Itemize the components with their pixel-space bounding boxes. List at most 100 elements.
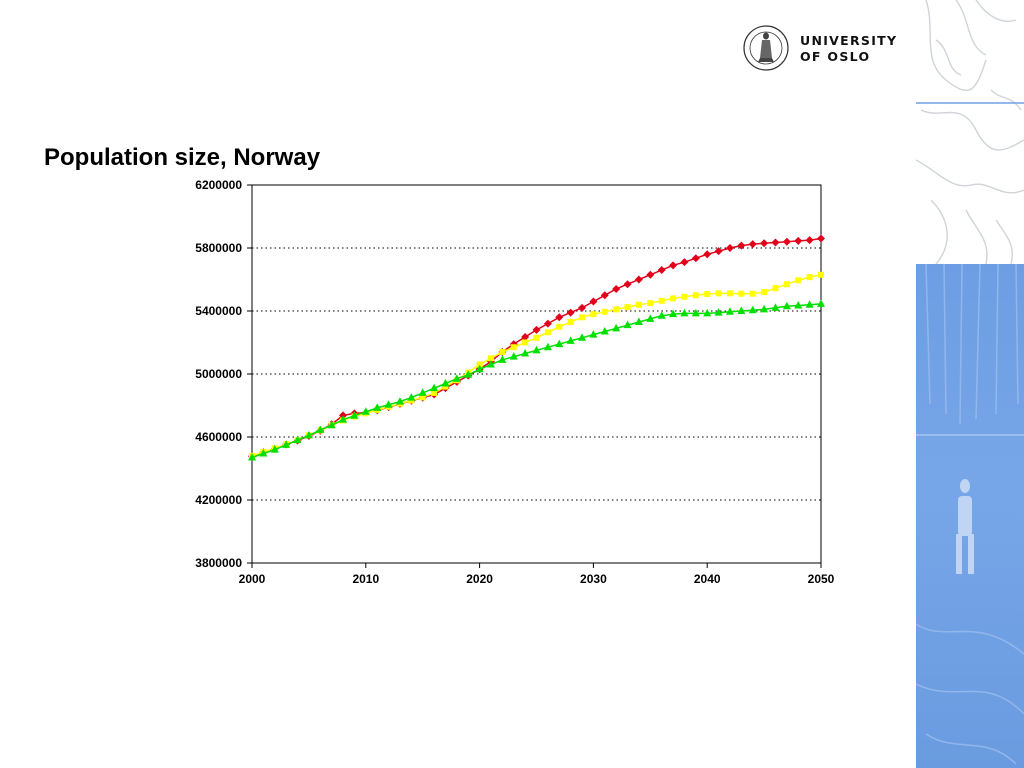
data-point	[725, 244, 734, 252]
data-point	[692, 292, 699, 299]
x-tick-label: 2000	[239, 572, 266, 586]
chart-axes: 3800000 4200000 4600000 5000000 5400000 58000…	[195, 178, 834, 586]
data-point	[532, 345, 541, 354]
data-point	[499, 348, 506, 355]
data-point	[566, 336, 575, 344]
data-point	[350, 411, 359, 419]
data-point	[818, 271, 824, 278]
data-point	[612, 323, 621, 332]
data-point	[361, 407, 370, 415]
data-point	[487, 355, 494, 362]
data-point	[715, 290, 722, 297]
data-point	[726, 290, 733, 297]
data-point	[442, 383, 449, 390]
data-point	[805, 300, 814, 308]
chart-series-group	[248, 234, 825, 461]
data-point	[703, 308, 712, 317]
x-tick-label: 2040	[694, 572, 721, 586]
data-point	[669, 261, 678, 270]
y-tick-label: 3800000	[195, 556, 242, 570]
university-seal-icon	[743, 25, 789, 71]
data-point	[806, 274, 813, 281]
data-point	[486, 360, 495, 368]
data-point	[795, 277, 802, 284]
data-point	[714, 247, 723, 256]
data-point	[510, 344, 517, 351]
data-point	[761, 289, 768, 296]
data-point	[623, 320, 632, 329]
data-point	[464, 370, 473, 378]
data-point	[418, 388, 427, 396]
data-point	[259, 449, 268, 457]
university-logo[interactable]: UNIVERSITY OF OSLO	[742, 22, 902, 74]
y-tick-label: 5400000	[195, 304, 242, 318]
data-point	[293, 435, 302, 444]
x-tick-label: 2020	[466, 572, 493, 586]
y-tick-label: 4200000	[195, 493, 242, 507]
data-point	[691, 254, 700, 263]
data-point	[817, 299, 825, 307]
data-point	[771, 238, 780, 247]
data-point	[270, 445, 279, 453]
data-point	[327, 420, 336, 429]
logo-text-line2: OF OSLO	[800, 49, 871, 64]
logo-text-line1: UNIVERSITY	[800, 33, 898, 48]
data-point	[669, 309, 678, 318]
data-point	[782, 301, 791, 310]
data-point	[748, 240, 757, 249]
data-point	[760, 239, 769, 248]
data-point	[579, 314, 586, 321]
data-point	[646, 314, 655, 322]
data-point	[760, 304, 769, 313]
data-point	[543, 342, 552, 351]
data-point	[613, 306, 620, 313]
data-point	[476, 361, 483, 368]
y-tick-label: 5800000	[195, 241, 242, 255]
data-point	[634, 275, 643, 284]
data-point	[578, 333, 587, 341]
data-point	[771, 303, 780, 311]
population-line-chart: 3800000 4200000 4600000 5000000 5400000 58000…	[195, 178, 834, 586]
x-tick-label: 2010	[352, 572, 379, 586]
data-point	[657, 311, 666, 319]
data-point	[419, 394, 426, 401]
data-point	[794, 300, 803, 309]
sidebar-statue-top	[916, 0, 1024, 264]
data-point	[749, 290, 756, 297]
data-point	[395, 397, 404, 405]
data-point	[634, 317, 643, 326]
statue-sketch-decoration	[916, 0, 1024, 264]
data-point	[316, 425, 325, 433]
data-point	[590, 311, 597, 318]
data-point	[430, 383, 439, 392]
data-point	[452, 374, 461, 382]
data-point	[509, 340, 518, 349]
data-point	[670, 295, 677, 302]
statue-blue-decoration	[916, 264, 1024, 765]
data-point	[624, 304, 631, 311]
data-point	[522, 339, 529, 346]
data-point	[498, 355, 507, 363]
data-point	[509, 352, 518, 360]
data-point	[657, 266, 666, 275]
data-point	[805, 236, 814, 245]
data-point	[772, 285, 779, 292]
data-point	[407, 393, 416, 401]
data-point	[738, 290, 745, 297]
data-point	[601, 308, 608, 315]
data-point	[725, 307, 734, 315]
data-point	[556, 323, 563, 330]
data-point	[794, 236, 803, 245]
data-point	[555, 313, 564, 322]
data-point	[533, 334, 540, 341]
data-point	[600, 291, 609, 300]
chart-gridlines	[252, 247, 821, 501]
data-point	[431, 389, 438, 396]
data-point	[704, 290, 711, 297]
data-point	[737, 306, 746, 314]
y-tick-label: 6200000	[195, 178, 242, 192]
sidebar-blue-panel	[916, 264, 1024, 768]
data-point	[623, 280, 632, 289]
series-square	[249, 271, 824, 459]
data-point	[647, 300, 654, 307]
